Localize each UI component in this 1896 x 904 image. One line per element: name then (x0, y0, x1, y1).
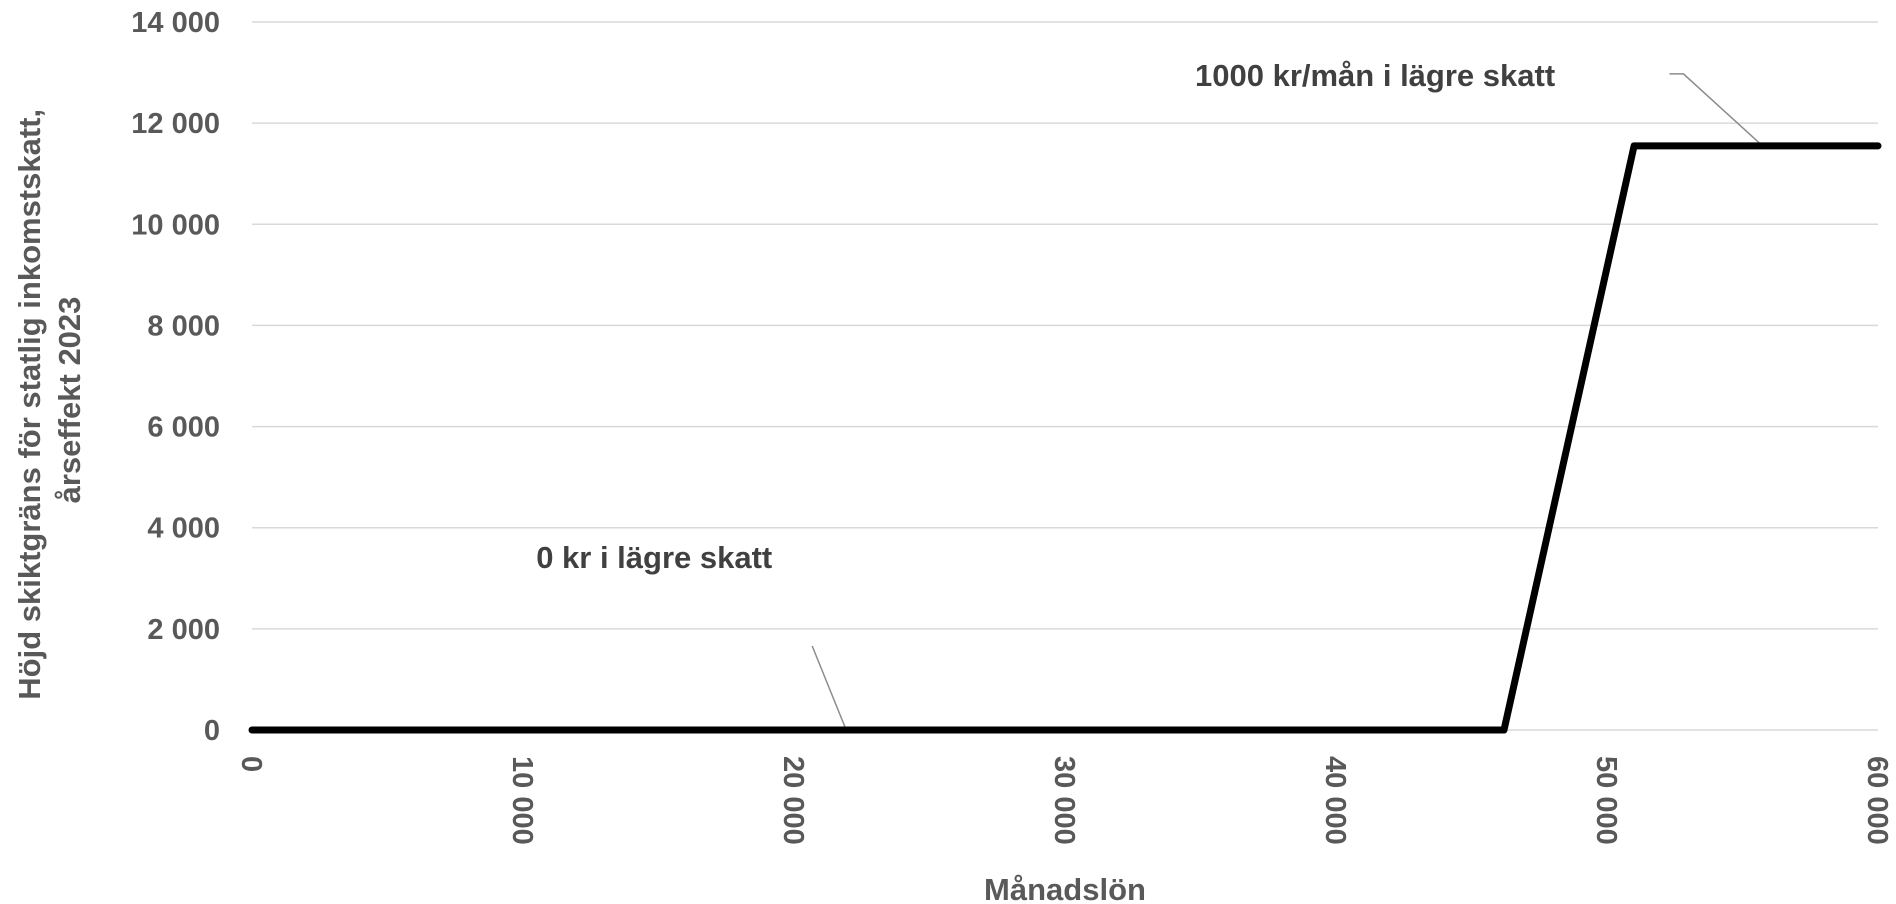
y-axis-ticks: 0 2 000 4 000 6 000 8 000 10 000 12 000 14 000 (131, 7, 220, 747)
x-tick-label: 50 000 (1590, 756, 1622, 845)
gridlines (252, 21, 1878, 731)
y-tick-label: 14 000 (131, 7, 220, 39)
y-tick-label: 0 (204, 715, 220, 747)
y-tick-label: 10 000 (131, 209, 220, 241)
y-axis-title-line-1: Höjd skiktgräns för statlig inkomstskatt… (12, 109, 47, 700)
y-tick-label: 4 000 (147, 513, 220, 545)
y-tick-label: 12 000 (131, 108, 220, 140)
x-tick-label: 20 000 (777, 756, 809, 845)
annotation-label: 0 kr i lägre skatt (536, 540, 772, 575)
x-tick-label: 40 000 (1319, 756, 1351, 845)
x-axis-ticks: 0 10 000 20 000 30 000 40 000 50 000 60 000 (235, 756, 1893, 845)
x-tick-label: 0 (235, 756, 267, 772)
series (248, 142, 1882, 734)
y-tick-label: 6 000 (147, 412, 220, 444)
annotation-label: 1000 kr/mån i lägre skatt (1195, 58, 1555, 93)
x-tick-label: 30 000 (1048, 756, 1080, 845)
x-tick-label: 10 000 (506, 756, 538, 845)
annotation-leader (811, 645, 847, 731)
series-line-0 (248, 142, 1882, 734)
annotation-leaders (811, 73, 1762, 731)
y-axis-title: Höjd skiktgräns för statlig inkomstskatt… (12, 100, 87, 699)
x-tick-label: 60 000 (1861, 756, 1893, 845)
y-tick-label: 8 000 (147, 310, 220, 342)
annotations: 0 kr i lägre skatt 1000 kr/mån i lägre sk… (536, 58, 1555, 575)
annotation-leader (1669, 73, 1762, 146)
y-axis-title-line-2: årseffekt 2023 (52, 297, 87, 504)
x-axis-title: Månadslön (984, 872, 1146, 904)
y-tick-label: 2 000 (147, 614, 220, 646)
